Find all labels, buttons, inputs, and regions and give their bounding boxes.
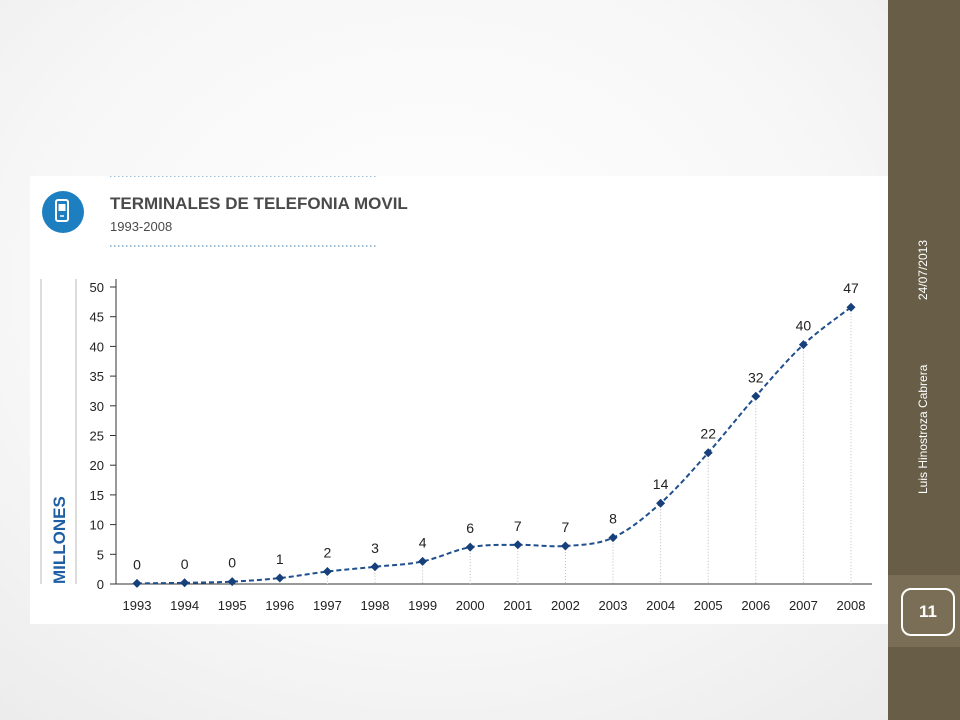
data-point: [322, 567, 332, 577]
x-tick-label: 2004: [646, 598, 675, 613]
date-label: 24/07/2013: [916, 240, 930, 301]
y-tick-label: 35: [90, 369, 104, 384]
data-point: [370, 562, 380, 572]
data-point: [751, 391, 761, 401]
y-tick-label: 45: [90, 310, 104, 325]
y-tick-label: 25: [90, 429, 104, 444]
y-tick-label: 30: [90, 399, 104, 414]
x-tick-label: 1994: [170, 598, 199, 613]
data-point: [227, 577, 237, 587]
data-label: 4: [419, 534, 427, 550]
x-tick-label: 1993: [123, 598, 152, 613]
data-label: 22: [700, 426, 716, 442]
y-tick-label: 0: [97, 577, 104, 592]
x-tick-label: 2002: [551, 598, 580, 613]
x-tick-label: 1998: [361, 598, 390, 613]
x-tick-label: 2000: [456, 598, 485, 613]
x-tick-label: 1995: [218, 598, 247, 613]
data-label: 0: [133, 556, 141, 572]
data-label: 2: [324, 545, 332, 561]
page-number: 11: [901, 588, 955, 636]
data-label: 8: [609, 511, 617, 527]
data-point: [608, 533, 618, 543]
data-point: [418, 556, 428, 566]
data-point: [656, 498, 666, 508]
data-label: 47: [843, 280, 859, 296]
data-point: [513, 540, 523, 550]
series-line: [136, 306, 852, 585]
chart-title: TERMINALES DE TELEFONIA MOVIL: [110, 194, 408, 213]
y-tick-label: 5: [97, 547, 104, 562]
author-label: Luis Hinostroza Cabrera: [916, 364, 930, 494]
data-label: 7: [514, 518, 522, 534]
data-label: 0: [181, 556, 189, 572]
data-point: [703, 448, 713, 458]
y-tick-label: 50: [90, 280, 104, 295]
sidebar-footer-text: Luis Hinostroza Cabrera 24/07/2013: [912, 24, 934, 494]
data-point: [465, 542, 475, 552]
data-label: 14: [653, 476, 669, 492]
x-tick-label: 2006: [741, 598, 770, 613]
mobile-phone-icon: [42, 191, 84, 233]
x-tick-label: 1999: [408, 598, 437, 613]
data-label: 40: [796, 318, 812, 334]
data-point: [560, 541, 570, 551]
data-label: 7: [562, 519, 570, 535]
x-tick-label: 2005: [694, 598, 723, 613]
chart-subtitle: 1993-2008: [110, 219, 172, 234]
y-tick-label: 10: [90, 518, 104, 533]
x-tick-label: 2008: [837, 598, 866, 613]
data-point: [180, 578, 190, 588]
data-point: [275, 573, 285, 583]
data-label: 3: [371, 540, 379, 556]
data-label: 0: [228, 555, 236, 571]
data-label: 1: [276, 551, 284, 567]
y-axis-label: MILLONES: [50, 496, 69, 584]
data-point: [132, 578, 142, 588]
data-label: 32: [748, 369, 764, 385]
y-tick-label: 20: [90, 458, 104, 473]
x-tick-label: 1996: [265, 598, 294, 613]
y-tick-label: 40: [90, 339, 104, 354]
data-label: 6: [466, 520, 474, 536]
x-tick-label: 2007: [789, 598, 818, 613]
x-tick-label: 1997: [313, 598, 342, 613]
data-point: [798, 340, 808, 350]
x-tick-label: 2001: [503, 598, 532, 613]
y-tick-label: 15: [90, 488, 104, 503]
x-tick-label: 2003: [599, 598, 628, 613]
line-chart: TERMINALES DE TELEFONIA MOVIL 1993-2008 …: [40, 175, 872, 613]
chart-figure: TERMINALES DE TELEFONIA MOVIL 1993-2008 …: [30, 175, 888, 624]
data-point: [846, 302, 856, 312]
